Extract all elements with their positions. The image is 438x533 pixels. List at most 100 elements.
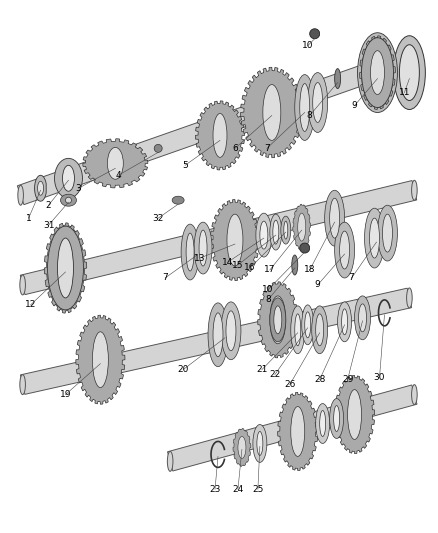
Polygon shape <box>38 181 43 195</box>
Ellipse shape <box>253 424 267 462</box>
Ellipse shape <box>18 185 23 205</box>
Polygon shape <box>233 429 251 466</box>
Ellipse shape <box>226 311 236 351</box>
Text: 3: 3 <box>76 184 81 193</box>
Ellipse shape <box>270 296 286 344</box>
Ellipse shape <box>335 222 355 278</box>
Text: 7: 7 <box>162 273 168 282</box>
Ellipse shape <box>154 144 162 152</box>
Ellipse shape <box>291 306 305 354</box>
Text: 29: 29 <box>342 375 353 384</box>
Text: 14: 14 <box>222 257 233 266</box>
Polygon shape <box>167 385 417 471</box>
Polygon shape <box>21 288 412 394</box>
Text: 10: 10 <box>302 41 314 50</box>
Text: 24: 24 <box>232 485 244 494</box>
Ellipse shape <box>292 255 298 275</box>
Polygon shape <box>300 243 310 253</box>
Ellipse shape <box>357 33 397 112</box>
Ellipse shape <box>270 214 282 250</box>
Polygon shape <box>258 282 298 358</box>
Ellipse shape <box>92 332 108 387</box>
Ellipse shape <box>20 275 25 295</box>
Text: 1: 1 <box>26 214 32 223</box>
Ellipse shape <box>361 38 393 108</box>
Ellipse shape <box>57 238 74 298</box>
Ellipse shape <box>325 190 345 246</box>
Ellipse shape <box>339 231 350 269</box>
Text: 2: 2 <box>46 201 51 209</box>
Ellipse shape <box>355 296 371 340</box>
Polygon shape <box>20 181 417 295</box>
Ellipse shape <box>20 375 25 394</box>
Text: 31: 31 <box>43 221 54 230</box>
Ellipse shape <box>213 313 223 357</box>
Ellipse shape <box>213 114 227 157</box>
Ellipse shape <box>378 205 397 261</box>
Polygon shape <box>35 175 46 201</box>
Text: 12: 12 <box>25 301 36 309</box>
Ellipse shape <box>48 226 83 310</box>
Ellipse shape <box>412 385 417 405</box>
Ellipse shape <box>270 298 286 342</box>
Ellipse shape <box>334 406 339 432</box>
Text: 22: 22 <box>269 370 280 379</box>
Text: 15: 15 <box>232 261 244 270</box>
Text: 16: 16 <box>244 263 256 272</box>
Ellipse shape <box>406 49 412 69</box>
Text: 23: 23 <box>209 485 221 494</box>
Ellipse shape <box>371 51 385 94</box>
Text: 13: 13 <box>194 254 206 263</box>
Ellipse shape <box>393 36 425 109</box>
Ellipse shape <box>221 302 241 360</box>
Ellipse shape <box>281 216 291 244</box>
Ellipse shape <box>257 432 263 455</box>
Polygon shape <box>293 204 311 250</box>
Ellipse shape <box>330 198 339 238</box>
Polygon shape <box>195 101 244 170</box>
Ellipse shape <box>312 306 328 354</box>
Text: 30: 30 <box>374 373 385 382</box>
Ellipse shape <box>291 407 305 456</box>
Ellipse shape <box>335 69 341 88</box>
Ellipse shape <box>274 306 282 334</box>
Text: 7: 7 <box>349 273 354 282</box>
Polygon shape <box>240 67 303 158</box>
Text: 32: 32 <box>152 214 164 223</box>
Ellipse shape <box>260 221 268 249</box>
Text: 18: 18 <box>304 265 315 274</box>
Polygon shape <box>44 223 87 313</box>
Ellipse shape <box>406 288 412 308</box>
Text: 9: 9 <box>352 101 357 110</box>
Ellipse shape <box>382 214 392 252</box>
Text: 7: 7 <box>264 144 270 153</box>
Text: 8: 8 <box>265 295 271 304</box>
Text: 20: 20 <box>177 365 189 374</box>
Text: 5: 5 <box>182 161 188 170</box>
Polygon shape <box>310 29 319 39</box>
Ellipse shape <box>364 208 385 268</box>
Text: 8: 8 <box>307 111 313 120</box>
Ellipse shape <box>60 194 77 206</box>
Ellipse shape <box>66 197 71 203</box>
Ellipse shape <box>300 84 310 132</box>
Text: 26: 26 <box>284 380 296 389</box>
Ellipse shape <box>316 314 324 346</box>
Ellipse shape <box>313 83 323 123</box>
Ellipse shape <box>194 222 212 274</box>
Ellipse shape <box>342 309 348 335</box>
Ellipse shape <box>284 221 288 239</box>
Ellipse shape <box>208 303 228 367</box>
Polygon shape <box>278 392 318 471</box>
Text: 11: 11 <box>399 88 410 97</box>
Polygon shape <box>76 315 125 404</box>
Ellipse shape <box>298 213 306 241</box>
Ellipse shape <box>273 220 279 244</box>
Ellipse shape <box>308 72 328 132</box>
Text: 17: 17 <box>264 265 276 274</box>
Ellipse shape <box>172 196 184 204</box>
Text: 9: 9 <box>315 280 321 289</box>
Text: 10: 10 <box>262 286 274 294</box>
Ellipse shape <box>199 230 207 266</box>
Polygon shape <box>83 139 148 188</box>
